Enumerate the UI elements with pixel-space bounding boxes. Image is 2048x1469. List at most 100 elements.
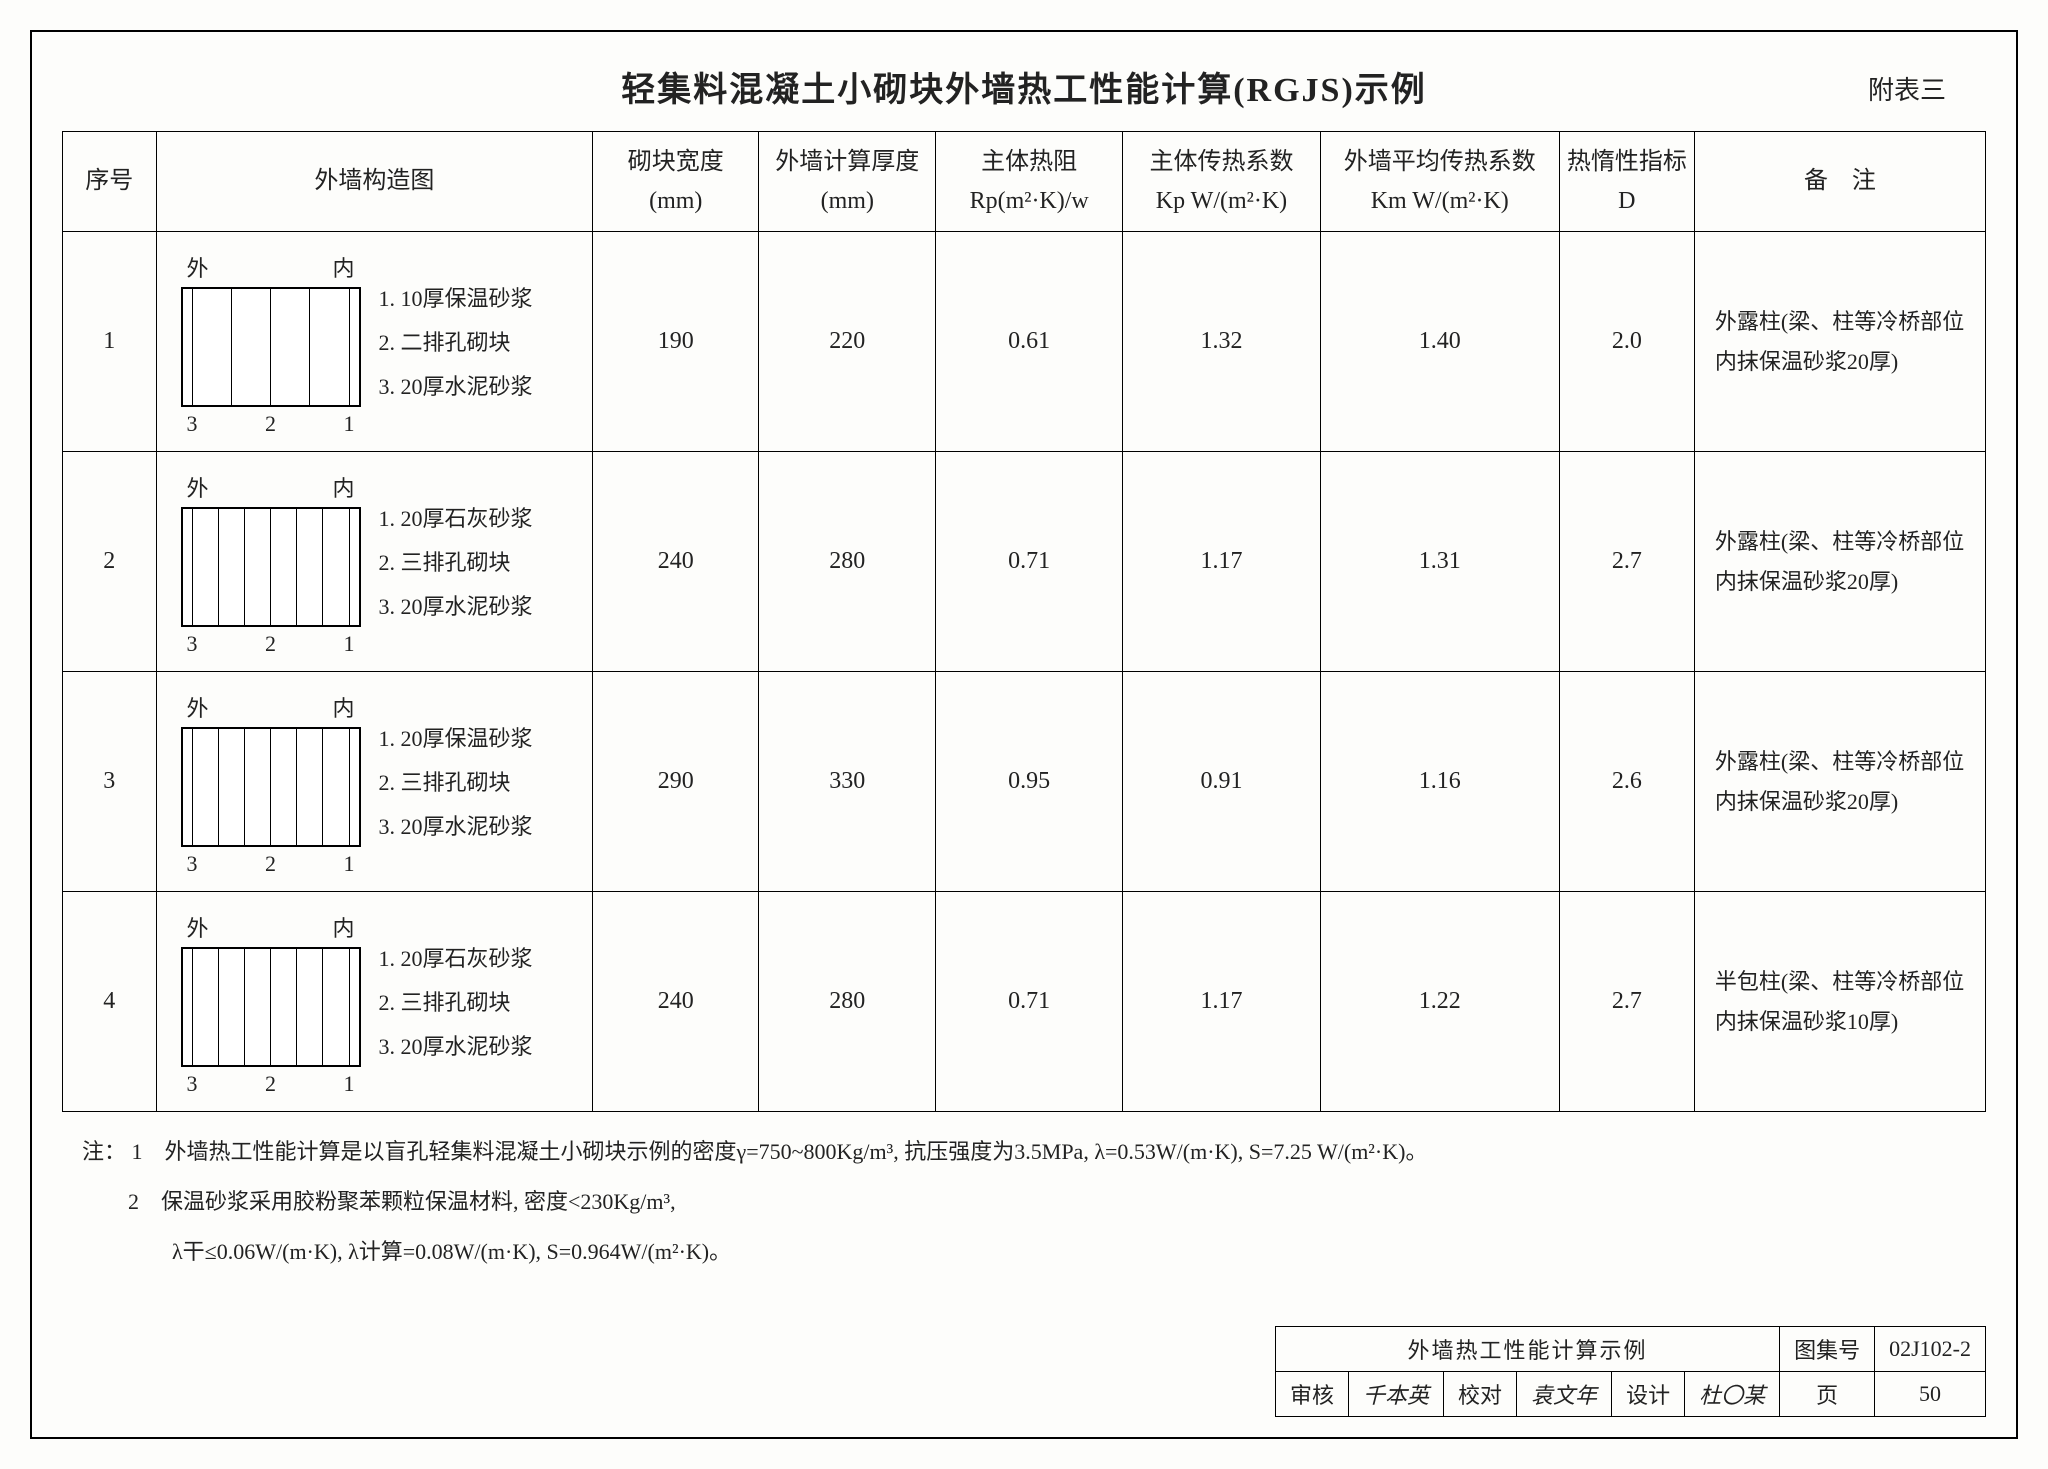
label-outer: 外 [187, 691, 209, 723]
col-kp-text: 主体传热系数 Kp W/(m²·K) [1149, 149, 1293, 213]
col-wall-thick: 外墙计算厚度 (mm) [759, 132, 936, 232]
layer-item: 2. 三排孔砌块 [379, 981, 533, 1025]
note-text: 外露柱(梁、柱等冷桥部位内抹保温砂浆20厚) [1699, 732, 1981, 831]
layer-item: 1. 20厚保温砂浆 [379, 717, 533, 761]
note-1-text: 1 外墙热工性能计算是以盲孔轻集料混凝土小砌块示例的密度γ=750~800Kg/… [132, 1139, 1428, 1164]
cell-d: 2.0 [1559, 232, 1694, 452]
layer-item: 2. 二排孔砌块 [379, 321, 533, 365]
col-note: 备 注 [1694, 132, 1985, 232]
note-line-2b: λ干≤0.06W/(m·K), λ计算=0.08W/(m·K), S=0.964… [82, 1230, 1966, 1274]
page-label: 页 [1780, 1372, 1875, 1417]
layer-list: 1. 20厚石灰砂浆2. 三排孔砌块3. 20厚水泥砂浆 [379, 471, 533, 629]
layer-ref-2: 2 [265, 411, 276, 437]
col-d: 热惰性指标 D [1559, 132, 1694, 232]
cell-diagram: 外内3211. 20厚石灰砂浆2. 三排孔砌块3. 20厚水泥砂浆 [156, 452, 593, 672]
cell-note: 外露柱(梁、柱等冷桥部位内抹保温砂浆20厚) [1694, 672, 1985, 892]
layer-ref-2: 2 [265, 851, 276, 877]
cell-rp: 0.71 [936, 892, 1123, 1112]
check-label: 校对 [1444, 1372, 1517, 1417]
cell-block-width: 190 [593, 232, 759, 452]
layer-item: 3. 20厚水泥砂浆 [379, 1025, 533, 1069]
layer-item: 3. 20厚水泥砂浆 [379, 365, 533, 409]
wall-section-diagram: 外 内 3 2 1 [181, 691, 361, 877]
col-wall-thick-text: 外墙计算厚度 (mm) [775, 149, 919, 213]
table-row: 2外内3211. 20厚石灰砂浆2. 三排孔砌块3. 20厚水泥砂浆240280… [63, 452, 1986, 672]
layer-ref-1: 1 [344, 1071, 355, 1097]
layer-item: 2. 三排孔砌块 [379, 541, 533, 585]
layer-item: 1. 20厚石灰砂浆 [379, 937, 533, 981]
note-line-2a: 2 保温砂浆采用胶粉聚苯颗粒保温材料, 密度<230Kg/m³, [82, 1180, 1966, 1224]
cell-diagram: 外内3211. 20厚石灰砂浆2. 三排孔砌块3. 20厚水泥砂浆 [156, 892, 593, 1112]
table-row: 4外内3211. 20厚石灰砂浆2. 三排孔砌块3. 20厚水泥砂浆240280… [63, 892, 1986, 1112]
note-text: 半包柱(梁、柱等冷桥部位内抹保温砂浆10厚) [1699, 952, 1981, 1051]
cell-km: 1.31 [1320, 452, 1559, 672]
cell-seq: 1 [63, 232, 157, 452]
layer-ref-3: 3 [187, 411, 198, 437]
notes-block: 注： 1 外墙热工性能计算是以盲孔轻集料混凝土小砌块示例的密度γ=750~800… [62, 1112, 1986, 1274]
layer-ref-2: 2 [265, 631, 276, 657]
col-diagram: 外墙构造图 [156, 132, 593, 232]
col-kp: 主体传热系数 Kp W/(m²·K) [1123, 132, 1320, 232]
label-outer: 外 [187, 251, 209, 283]
cell-kp: 0.91 [1123, 672, 1320, 892]
wall-section-diagram: 外内321 [181, 251, 361, 437]
col-block-width-text: 砌块宽度 (mm) [628, 149, 724, 213]
cell-block-width: 240 [593, 452, 759, 672]
layer-ref-1: 1 [344, 851, 355, 877]
cell-d: 2.7 [1559, 892, 1694, 1112]
page-no: 50 [1875, 1372, 1986, 1417]
cell-wall-thick: 280 [759, 452, 936, 672]
cell-note: 外露柱(梁、柱等冷桥部位内抹保温砂浆20厚) [1694, 232, 1985, 452]
cell-seq: 2 [63, 452, 157, 672]
cell-kp: 1.17 [1123, 892, 1320, 1112]
table-row: 1外内3211. 10厚保温砂浆2. 二排孔砌块3. 20厚水泥砂浆190220… [63, 232, 1986, 452]
note-line-1: 注： 1 外墙热工性能计算是以盲孔轻集料混凝土小砌块示例的密度γ=750~800… [82, 1130, 1966, 1174]
cell-block-width: 290 [593, 672, 759, 892]
layer-ref-3: 3 [187, 1071, 198, 1097]
layer-list: 1. 20厚保温砂浆2. 三排孔砌块3. 20厚水泥砂浆 [379, 691, 533, 849]
cell-km: 1.40 [1320, 232, 1559, 452]
layer-ref-1: 1 [344, 411, 355, 437]
main-table: 序号 外墙构造图 砌块宽度 (mm) 外墙计算厚度 (mm) 主体热阻 Rp(m… [62, 131, 1986, 1112]
cell-rp: 0.61 [936, 232, 1123, 452]
layer-ref-3: 3 [187, 851, 198, 877]
cell-diagram: 外内3211. 10厚保温砂浆2. 二排孔砌块3. 20厚水泥砂浆 [156, 232, 593, 452]
cell-kp: 1.32 [1123, 232, 1320, 452]
atlas-label: 图集号 [1780, 1327, 1875, 1372]
cell-rp: 0.71 [936, 452, 1123, 672]
cell-km: 1.16 [1320, 672, 1559, 892]
cell-note: 半包柱(梁、柱等冷桥部位内抹保温砂浆10厚) [1694, 892, 1985, 1112]
label-inner: 内 [333, 471, 355, 503]
check-signature: 袁文年 [1517, 1372, 1612, 1417]
layer-list: 1. 20厚石灰砂浆2. 三排孔砌块3. 20厚水泥砂浆 [379, 911, 533, 1069]
title-row: 轻集料混凝土小砌块外墙热工性能计算(RGJS)示例 附表三 [62, 62, 1986, 111]
cell-note: 外露柱(梁、柱等冷桥部位内抹保温砂浆20厚) [1694, 452, 1985, 672]
label-outer: 外 [187, 911, 209, 943]
note-text: 外露柱(梁、柱等冷桥部位内抹保温砂浆20厚) [1699, 512, 1981, 611]
design-label: 设计 [1612, 1372, 1685, 1417]
cell-kp: 1.17 [1123, 452, 1320, 672]
appendix-label: 附表三 [1868, 70, 1946, 107]
wall-section-diagram: 外内321 [181, 471, 361, 657]
cell-seq: 4 [63, 892, 157, 1112]
atlas-no: 02J102-2 [1875, 1327, 1986, 1372]
table-header-row: 序号 外墙构造图 砌块宽度 (mm) 外墙计算厚度 (mm) 主体热阻 Rp(m… [63, 132, 1986, 232]
col-block-width: 砌块宽度 (mm) [593, 132, 759, 232]
col-rp: 主体热阻 Rp(m²·K)/w [936, 132, 1123, 232]
layer-ref-3: 3 [187, 631, 198, 657]
cell-wall-thick: 280 [759, 892, 936, 1112]
layer-item: 3. 20厚水泥砂浆 [379, 585, 533, 629]
design-signature: 杜〇某 [1685, 1372, 1780, 1417]
layer-ref-1: 1 [344, 631, 355, 657]
layer-item: 3. 20厚水泥砂浆 [379, 805, 533, 849]
layer-item: 1. 20厚石灰砂浆 [379, 497, 533, 541]
label-inner: 内 [333, 691, 355, 723]
label-inner: 内 [333, 911, 355, 943]
block-title: 外墙热工性能计算示例 [1276, 1327, 1780, 1372]
cell-block-width: 240 [593, 892, 759, 1112]
cell-wall-thick: 330 [759, 672, 936, 892]
layer-item: 1. 10厚保温砂浆 [379, 277, 533, 321]
table-row: 3外 内 3 2 11. 20厚保温砂浆2. 三排孔砌块3. 20厚水泥砂浆 290330… [63, 672, 1986, 892]
note-2a-text: 2 保温砂浆采用胶粉聚苯颗粒保温材料, 密度<230Kg/m³, [128, 1189, 676, 1214]
cell-diagram: 外 内 3 2 1 1. 20厚保温砂浆2. 三排孔砌块3. 20厚水泥砂浆 [156, 672, 593, 892]
